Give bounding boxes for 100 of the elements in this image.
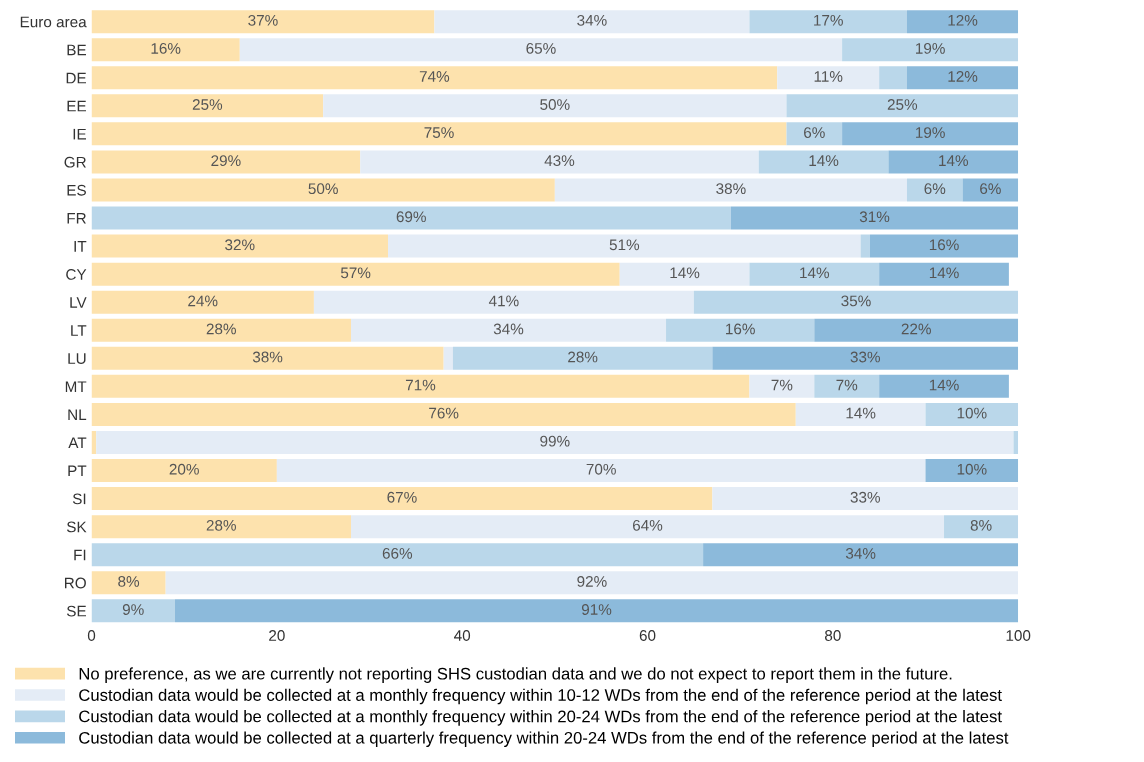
y-tick-label: SK (66, 521, 87, 533)
data-label: 69% (396, 211, 426, 223)
y-tick-label: LU (68, 353, 86, 364)
bar (323, 94, 787, 118)
data-label: 22% (901, 323, 931, 335)
y-tick-label: PT (68, 465, 87, 477)
data-label: 51% (609, 239, 640, 251)
x-tick-label: 60 (639, 630, 656, 641)
bar (730, 206, 1019, 230)
data-label: 70% (586, 463, 616, 475)
legend-label: No preference, as we are currently not reporting SHS custodian data and we do not expect to report them in the future. (79, 667, 952, 683)
data-label: 16% (929, 239, 959, 251)
bar (91, 318, 351, 342)
data-label: 6% (804, 127, 825, 138)
data-label: 12% (948, 14, 978, 26)
bar (91, 38, 240, 62)
data-label: 6% (980, 183, 1001, 195)
bar (91, 515, 351, 539)
bar (91, 234, 389, 258)
data-label: 10% (957, 407, 987, 419)
data-label: 67% (387, 491, 417, 503)
data-label: 38% (716, 183, 746, 195)
bar (91, 206, 731, 230)
data-label: 34% (845, 547, 876, 559)
x-tick-label: 80 (825, 630, 841, 641)
bar (91, 94, 324, 118)
bar (879, 262, 1009, 286)
y-tick-label: CY (66, 269, 87, 280)
bar (174, 599, 1019, 623)
data-label: 50% (308, 183, 338, 195)
bar (91, 487, 713, 511)
bar (443, 346, 453, 370)
data-label: 14% (929, 267, 959, 279)
data-label: 9% (122, 604, 144, 615)
bar (693, 290, 1019, 314)
data-label: 11% (814, 71, 843, 82)
data-label: 33% (850, 491, 881, 503)
data-label: 29% (211, 155, 241, 167)
bar (350, 515, 945, 539)
data-label: 25% (192, 99, 223, 110)
bar (350, 318, 667, 342)
data-label: 66% (382, 547, 413, 559)
bar (239, 38, 843, 62)
y-tick-label: ES (67, 184, 86, 196)
data-label: 6% (924, 183, 946, 195)
legend-label: Custodian data would be collected at a monthly frequency within 20-24 WDs from the end of the reference period at the latest (79, 710, 1002, 726)
data-label: 10% (957, 463, 987, 475)
data-label: 57% (340, 267, 371, 279)
data-label: 25% (887, 99, 918, 110)
data-label: 8% (118, 576, 140, 587)
y-tick-label: AT (68, 437, 87, 449)
bar (758, 150, 889, 174)
y-tick-label: SE (66, 605, 86, 617)
data-label: 19% (916, 42, 945, 54)
bar (452, 346, 713, 370)
data-label: 35% (841, 295, 871, 307)
data-label: 34% (493, 323, 524, 335)
y-tick-label: FR (67, 213, 86, 224)
bar (165, 571, 1019, 595)
y-tick-label: IE (73, 128, 86, 140)
data-label: 38% (252, 351, 283, 363)
bar (925, 402, 1019, 426)
bar (96, 430, 1014, 454)
bar (879, 66, 907, 90)
bar (554, 178, 907, 202)
data-label: 41% (488, 295, 519, 307)
data-label: 75% (424, 127, 454, 138)
data-label: 43% (544, 155, 575, 167)
bar (712, 346, 1019, 370)
y-tick-label: BE (67, 44, 86, 56)
data-label: 34% (577, 14, 607, 26)
bar (749, 10, 907, 34)
data-label: 14% (809, 155, 839, 166)
bar (906, 66, 1019, 90)
data-label: 17% (814, 15, 843, 26)
bar (906, 10, 1019, 34)
bar (749, 374, 815, 398)
y-tick-label: NL (68, 409, 87, 420)
data-label: 71% (405, 379, 436, 391)
bar (777, 66, 880, 90)
bar (786, 94, 1019, 118)
y-tick-label: LV (70, 297, 87, 308)
data-label: 24% (188, 295, 218, 307)
bar (814, 318, 1019, 342)
bar (925, 459, 1019, 483)
data-label: 31% (859, 211, 890, 223)
bar (91, 599, 175, 623)
bar (91, 150, 361, 174)
bar (91, 543, 704, 567)
bar (860, 234, 870, 258)
bar (91, 402, 796, 426)
y-tick-label: SI (72, 493, 86, 505)
bar (276, 459, 926, 483)
data-label: 37% (248, 14, 278, 26)
bar (712, 487, 1019, 511)
x-tick-label: 100 (1006, 630, 1031, 641)
data-label: 32% (225, 239, 255, 251)
y-tick-label: GR (64, 156, 86, 168)
bar (786, 122, 843, 146)
bar (619, 262, 750, 286)
